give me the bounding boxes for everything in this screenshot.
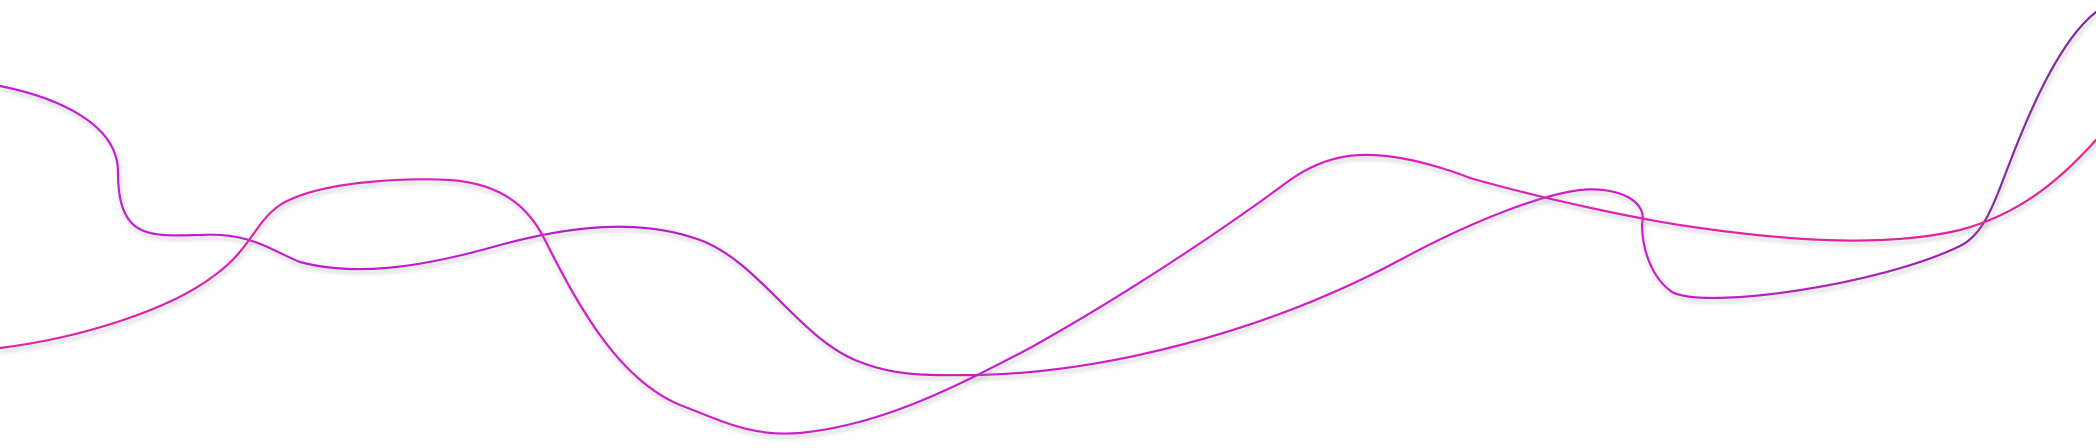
upper-wave-curve [0,10,2096,377]
lower-wave-curve [0,138,2096,435]
